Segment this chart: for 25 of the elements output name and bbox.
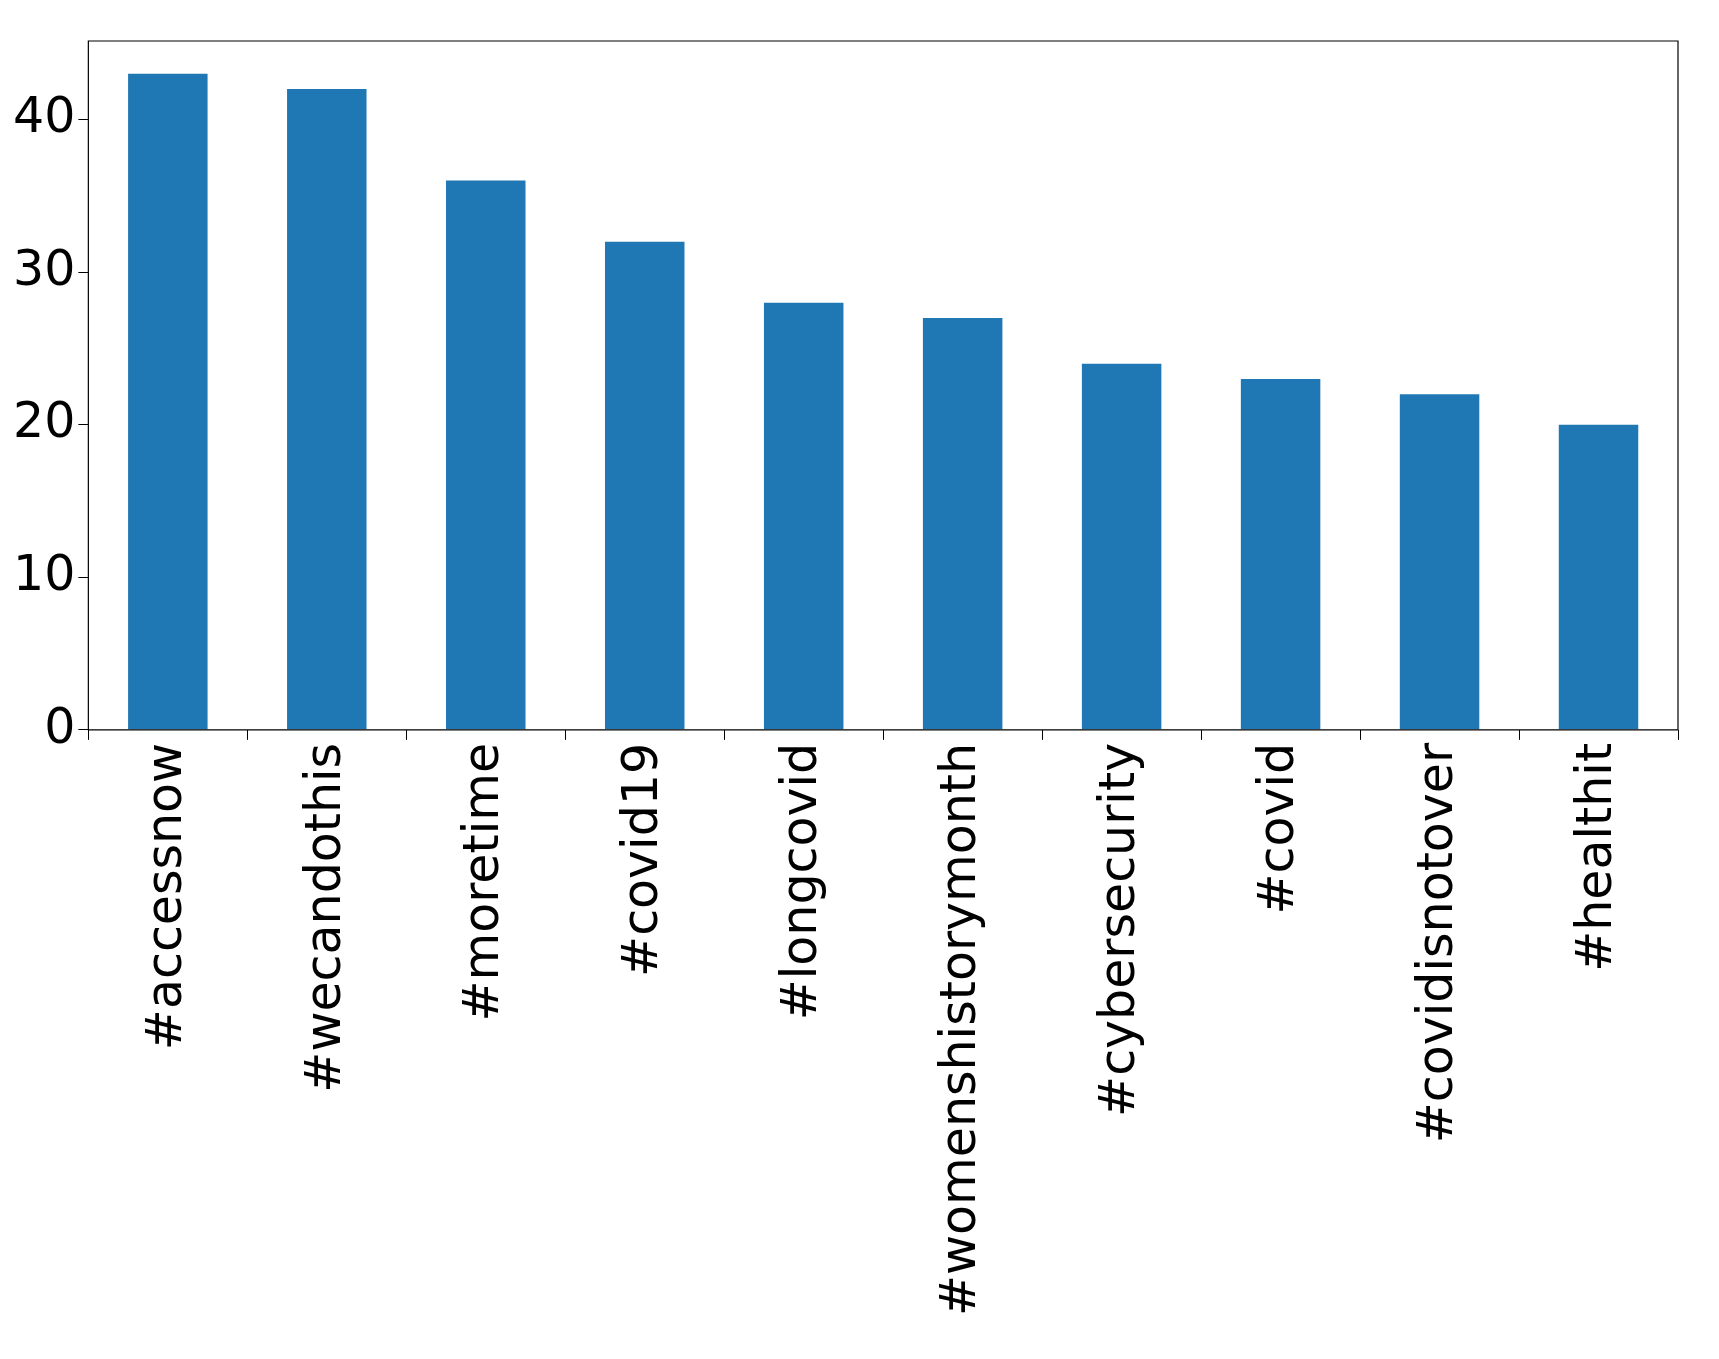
y-tick-label: 40 (12, 87, 76, 145)
bar (763, 302, 844, 730)
x-tick-label: #covid19 (612, 742, 670, 977)
x-tick-label: #moretime (453, 742, 511, 1022)
y-tick-label: 0 (44, 697, 76, 755)
bar (604, 241, 685, 730)
x-tick-label: #covidisnotover (1407, 742, 1465, 1144)
y-tick-label: 30 (12, 239, 76, 297)
bar (1081, 363, 1162, 730)
x-tick-label: #wecandothis (294, 742, 352, 1093)
x-tick-label: #covid (1248, 742, 1306, 915)
y-tick-label: 10 (12, 545, 76, 603)
x-tick-label: #cybersecurity (1089, 742, 1147, 1117)
y-tick-label: 20 (12, 392, 76, 450)
x-tick-label: #womenshistorymonth (930, 742, 988, 1317)
x-tick-label: #healthit (1566, 742, 1624, 972)
bar (922, 317, 1003, 730)
bar (287, 89, 367, 730)
bar (1240, 378, 1321, 730)
bar (446, 180, 526, 730)
bar (1399, 394, 1480, 730)
x-tick-label: #accessnow (135, 742, 193, 1051)
bar (1558, 424, 1639, 730)
x-tick-label: #longcovid (771, 742, 829, 1021)
bar (128, 73, 208, 730)
